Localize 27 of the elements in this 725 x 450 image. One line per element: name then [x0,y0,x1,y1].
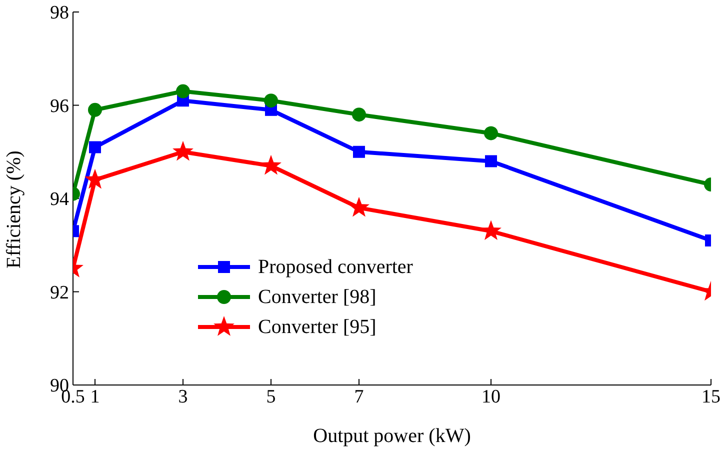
point [172,140,194,161]
point [176,84,190,98]
point [485,155,497,168]
y-tick-label: 96 [50,96,69,117]
point [353,146,365,158]
y-tick-label: 98 [50,2,69,24]
x-tick-label: 5 [266,386,276,408]
x-tick-label: 3 [178,386,188,408]
x-tick-label: 10 [482,386,500,408]
y-tick-label: 94 [50,189,70,210]
point [348,196,370,217]
y-tick-label: 92 [50,282,69,304]
x-tick-label: 1 [90,386,100,408]
x-axis-title: Output power (kW) [313,425,471,447]
x-tick-label: 15 [702,386,720,408]
legend-label: Proposed converter [258,256,413,278]
point [352,108,366,122]
point [264,94,278,108]
point [484,126,498,140]
legend-label: Converter [95] [258,316,376,338]
point [480,220,502,240]
x-tick-label: 7 [354,386,364,408]
point [260,154,282,175]
point [89,141,101,154]
legend-label: Converter [98] [258,286,376,308]
y-axis-title: Efficiency (%) [3,150,26,268]
point [88,102,102,117]
